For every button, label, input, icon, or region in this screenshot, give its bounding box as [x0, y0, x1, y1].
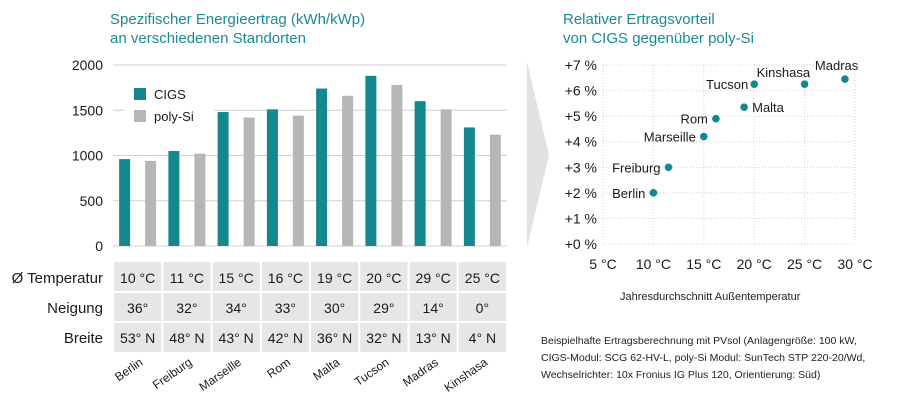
scatter-point	[740, 103, 748, 111]
point-label: Malta	[752, 100, 785, 115]
y-tick-label: +2 %	[565, 185, 597, 201]
point-label: Tucson	[706, 77, 748, 92]
table-cell: 4° N	[469, 330, 496, 346]
table-cell: 42° N	[268, 330, 303, 346]
x-tick-label: 15 °C	[686, 256, 721, 272]
bar-polysi	[342, 95, 354, 247]
table-cell: 36°	[127, 300, 148, 316]
left-title-line-2: an verschiedenen Standorten	[110, 30, 306, 47]
table-row-label: Neigung	[47, 300, 103, 317]
y-tick-label: 1000	[72, 148, 103, 164]
point-label: Rom	[680, 112, 707, 127]
left-title-line-1: Spezifischer Energieertrag (kWh/kWp)	[110, 11, 366, 28]
bar-polysi	[292, 115, 304, 247]
table-cell: 53° N	[120, 330, 155, 346]
table-row-label: Breite	[64, 330, 103, 347]
table-cell: 10 °C	[120, 270, 155, 286]
left-chart-title: Spezifischer Energieertrag (kWh/kWp) an …	[110, 10, 365, 48]
y-tick-label: 500	[80, 193, 104, 209]
y-tick-label: +3 %	[565, 159, 597, 175]
legend-label: poly-Si	[154, 109, 194, 124]
right-chart-title: Relativer Ertragsvorteil von CIGS gegenü…	[563, 10, 754, 48]
point-label: Madras	[815, 58, 859, 73]
table-cell: 33°	[275, 300, 296, 316]
table-cell: 11 °C	[170, 270, 204, 286]
right-title-line-1: Relativer Ertragsvorteil	[563, 11, 715, 28]
table-cell: 29 °C	[416, 270, 451, 286]
note-line-1: Beispielhafte Ertragsberechnung mit PVso…	[541, 335, 857, 347]
scatter-point	[649, 189, 658, 197]
table-cell: 34°	[226, 300, 247, 316]
bar-cigs	[414, 101, 426, 246]
table-cell: 13° N	[416, 330, 451, 346]
table-cell: 0°	[476, 300, 489, 316]
x-tick-label: 20 °C	[737, 256, 772, 272]
table-cell: 29°	[373, 300, 394, 316]
chevron-right-icon	[527, 62, 549, 248]
scatter-point	[712, 114, 720, 123]
table-cell: 32°	[176, 300, 197, 316]
y-tick-label: 1500	[72, 102, 103, 118]
scatter-x-axis-label: Jahresdurchschnitt Außentemperatur	[620, 291, 801, 303]
bar-cigs	[119, 159, 131, 246]
legend-label: CIGS	[154, 87, 186, 102]
table-cell: 19 °C	[317, 270, 352, 286]
table-cell: 32° N	[366, 330, 401, 346]
bar-polysi	[440, 109, 452, 246]
x-tick-label: 10 °C	[636, 256, 671, 272]
table-row-label: Ø Temperatur	[12, 270, 103, 287]
bar-polysi	[145, 160, 157, 246]
table-cell: 20 °C	[366, 270, 401, 286]
scatter-point	[841, 75, 849, 83]
calculation-note: Beispielhafte Ertragsberechnung mit PVso…	[541, 333, 896, 384]
point-label: Kinshasa	[757, 65, 811, 80]
x-tick-label: 5 °C	[589, 256, 616, 272]
y-tick-label: +7 %	[565, 57, 597, 73]
x-tick-label: 25 °C	[787, 256, 822, 272]
scatter-point	[700, 132, 708, 141]
legend-swatch	[134, 88, 146, 100]
table-cell: 30°	[324, 300, 345, 316]
bar-polysi	[243, 117, 255, 247]
bar-polysi	[391, 84, 403, 246]
y-tick-label: +4 %	[565, 134, 597, 150]
y-tick-label: +1 %	[565, 210, 597, 226]
table-cell: 15 °C	[219, 270, 254, 286]
bar-polysi	[489, 134, 501, 246]
bar-cigs	[316, 88, 328, 246]
bar-cigs	[365, 75, 377, 246]
scatter-point	[750, 80, 758, 88]
bar-cigs	[168, 150, 180, 246]
y-tick-label: 2000	[72, 57, 103, 73]
legend-swatch	[134, 110, 146, 122]
y-tick-label: +0 %	[565, 236, 597, 252]
table-cell: 25 °C	[465, 270, 500, 286]
bar-cigs	[463, 127, 475, 246]
scatter-point	[800, 80, 809, 88]
y-tick-label: +5 %	[565, 108, 597, 124]
y-tick-label: +6 %	[565, 83, 597, 99]
table-cell: 36° N	[317, 330, 352, 346]
note-line-2: CIGS-Modul: SCG 62-HV-L, poly-Si Modul: …	[541, 352, 866, 364]
right-title-line-2: von CIGS gegenüber poly-Si	[563, 30, 754, 47]
bar-polysi	[194, 153, 206, 246]
table-cell: 48° N	[169, 330, 204, 346]
bar-cigs	[217, 112, 229, 246]
table-cell: 16 °C	[268, 270, 303, 286]
y-tick-label: 0	[95, 238, 103, 254]
scatter-point	[664, 163, 673, 172]
point-label: Marseille	[644, 130, 696, 145]
table-cell: 14°	[423, 300, 444, 316]
point-label: Freiburg	[612, 160, 660, 175]
note-line-3: Wechselrichter: 10x Fronius IG Plus 120,…	[541, 369, 821, 381]
table-cell: 43° N	[219, 330, 254, 346]
x-tick-label: 30 °C	[837, 256, 872, 272]
bar-cigs	[266, 109, 278, 246]
point-label: Berlin	[612, 186, 645, 201]
